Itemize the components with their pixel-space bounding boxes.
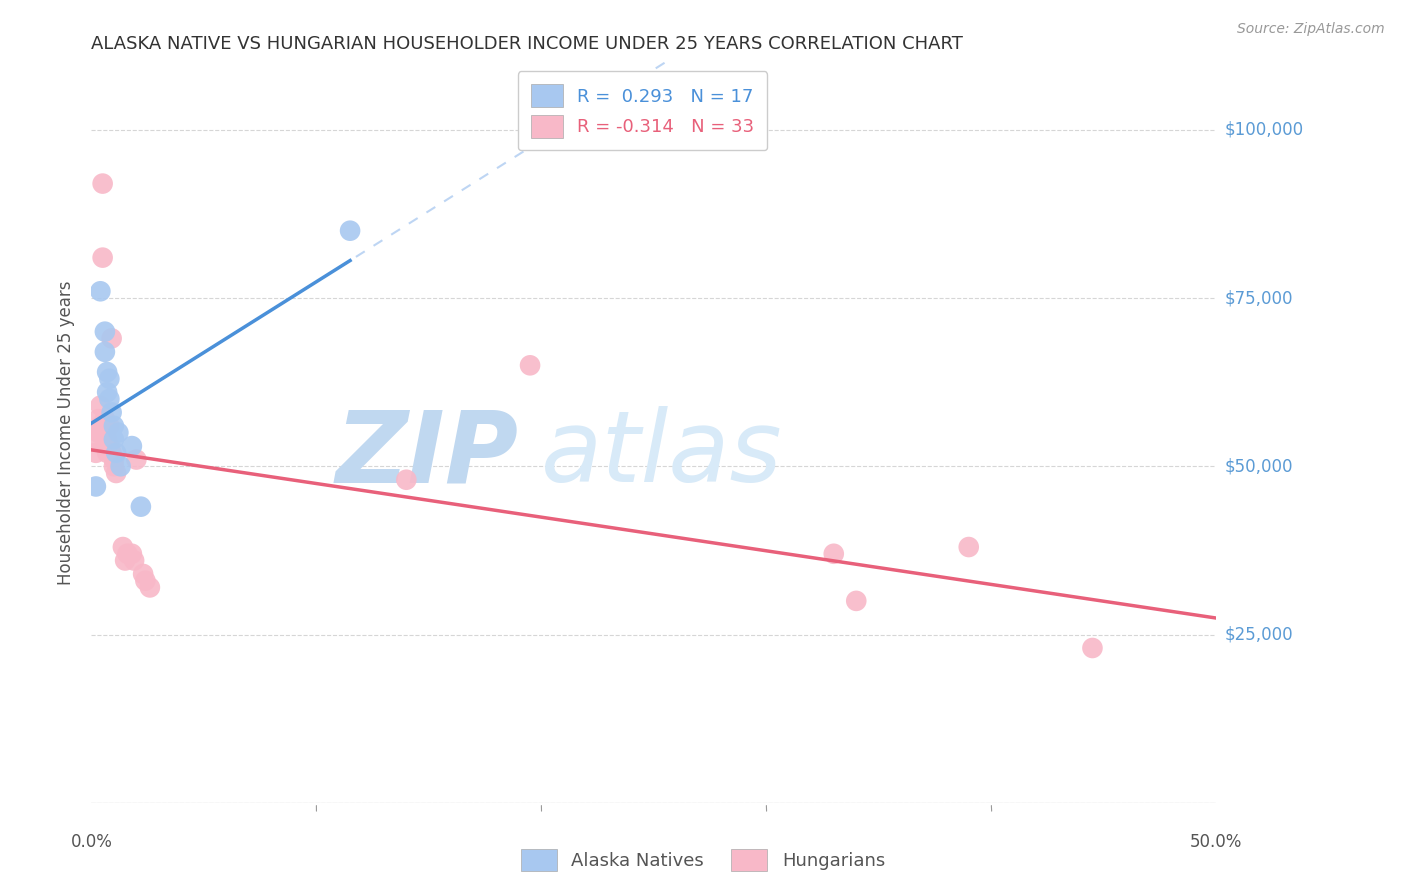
Text: 0.0%: 0.0%	[70, 833, 112, 851]
Text: ALASKA NATIVE VS HUNGARIAN HOUSEHOLDER INCOME UNDER 25 YEARS CORRELATION CHART: ALASKA NATIVE VS HUNGARIAN HOUSEHOLDER I…	[91, 35, 963, 53]
Text: $25,000: $25,000	[1225, 625, 1294, 643]
Point	[100, 446, 122, 460]
Text: $100,000: $100,000	[1225, 120, 1303, 139]
Point	[122, 553, 145, 567]
Point	[91, 251, 114, 265]
Y-axis label: Householder Income Under 25 years: Householder Income Under 25 years	[58, 280, 76, 585]
Point	[98, 418, 121, 433]
Point	[83, 433, 105, 447]
Legend: R =  0.293   N = 17, R = -0.314   N = 33: R = 0.293 N = 17, R = -0.314 N = 33	[517, 71, 768, 151]
Point	[129, 500, 152, 514]
Text: $75,000: $75,000	[1225, 289, 1294, 307]
Point	[114, 553, 136, 567]
Point	[105, 446, 128, 460]
Point	[139, 581, 162, 595]
Point	[98, 439, 121, 453]
Point	[103, 433, 125, 447]
Point	[957, 540, 980, 554]
Point	[121, 547, 143, 561]
Point	[519, 359, 541, 373]
Point	[132, 566, 155, 581]
Point	[110, 459, 132, 474]
Point	[94, 344, 117, 359]
Point	[823, 547, 845, 561]
Text: ZIP: ZIP	[336, 407, 519, 503]
Point	[89, 418, 111, 433]
Point	[89, 285, 111, 299]
Point	[103, 459, 125, 474]
Point	[117, 547, 139, 561]
Point	[96, 433, 118, 447]
Point	[100, 331, 122, 345]
Point	[1081, 640, 1104, 655]
Point	[94, 412, 117, 426]
Text: 50.0%: 50.0%	[1189, 833, 1243, 851]
Point	[87, 425, 110, 440]
Point	[96, 385, 118, 400]
Point	[103, 452, 125, 467]
Point	[89, 399, 111, 413]
Point	[96, 365, 118, 379]
Text: Source: ZipAtlas.com: Source: ZipAtlas.com	[1237, 22, 1385, 37]
Point	[339, 224, 361, 238]
Point	[134, 574, 156, 588]
Point	[84, 479, 107, 493]
Point	[87, 412, 110, 426]
Point	[84, 446, 107, 460]
Point	[98, 392, 121, 406]
Point	[125, 452, 148, 467]
Point	[105, 466, 128, 480]
Point	[103, 418, 125, 433]
Point	[100, 405, 122, 419]
Legend: Alaska Natives, Hungarians: Alaska Natives, Hungarians	[513, 842, 893, 879]
Point	[94, 325, 117, 339]
Point	[91, 177, 114, 191]
Point	[98, 372, 121, 386]
Text: atlas: atlas	[541, 407, 783, 503]
Point	[845, 594, 868, 608]
Point	[121, 439, 143, 453]
Point	[107, 425, 129, 440]
Point	[111, 540, 134, 554]
Text: $50,000: $50,000	[1225, 458, 1294, 475]
Point	[96, 446, 118, 460]
Point	[395, 473, 418, 487]
